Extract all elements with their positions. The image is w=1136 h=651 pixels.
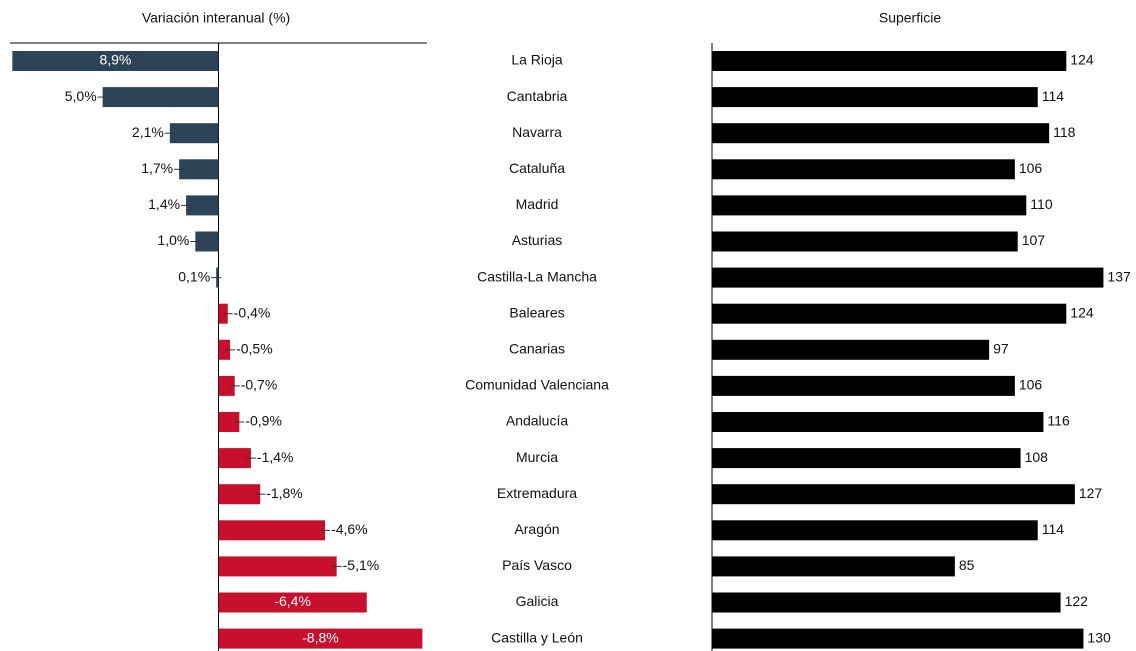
category-label: La Rioja (511, 52, 563, 68)
bar (12, 51, 219, 71)
bar (218, 448, 251, 469)
value-label: 1,7% (141, 160, 173, 176)
value-label: 124 (1070, 52, 1094, 68)
value-label: -0,9% (245, 413, 282, 429)
value-label: 5,0% (65, 88, 97, 104)
bar (712, 267, 1104, 288)
value-label: 116 (1047, 413, 1070, 429)
bar (712, 412, 1044, 432)
bar (169, 123, 219, 144)
category-label: Comunidad Valenciana (465, 377, 609, 393)
bar (712, 231, 1018, 252)
bar (712, 195, 1027, 216)
value-label: -4,6% (331, 521, 368, 537)
category-label: Asturias (512, 232, 563, 248)
bar (712, 123, 1050, 144)
value-label: 137 (1107, 268, 1131, 284)
category-label: Aragón (514, 521, 559, 537)
category-label: Murcia (516, 449, 558, 465)
value-label: -0,4% (234, 304, 271, 320)
category-label: Castilla-La Mancha (477, 268, 597, 284)
value-label: 114 (1042, 88, 1065, 104)
bar (102, 87, 219, 108)
category-label: Castilla y León (491, 629, 583, 645)
value-label: -1,4% (257, 449, 294, 465)
value-label: 110 (1030, 196, 1053, 212)
value-label: -1,8% (266, 485, 303, 501)
value-label: -5,1% (343, 557, 380, 573)
bar (186, 195, 219, 216)
category-label: Baleares (509, 304, 564, 320)
bar (218, 628, 423, 649)
bar (218, 339, 231, 360)
value-label: 0,1% (178, 268, 210, 284)
bar (195, 231, 219, 252)
bar (218, 556, 337, 577)
value-label: 107 (1022, 232, 1046, 248)
category-label: Navarra (512, 124, 562, 140)
category-label: Canarias (509, 341, 565, 357)
value-label: 97 (993, 341, 1009, 357)
value-label: 124 (1070, 304, 1094, 320)
value-label: 114 (1042, 521, 1065, 537)
bar (218, 520, 326, 541)
category-label: Andalucía (506, 413, 568, 429)
bar (712, 159, 1015, 180)
bar (218, 484, 261, 505)
value-label: -6,4% (274, 593, 311, 609)
value-label: 8,9% (99, 52, 131, 68)
bar (179, 159, 219, 180)
value-label: -0,5% (236, 341, 273, 357)
bar (712, 556, 955, 577)
category-label: Galicia (516, 593, 559, 609)
bar (712, 520, 1038, 541)
value-label: -8,8% (302, 629, 339, 645)
value-label: 85 (959, 557, 975, 573)
category-label: Extremadura (497, 485, 577, 501)
category-label: Madrid (516, 196, 559, 212)
bar (712, 87, 1038, 108)
category-label: Cataluña (509, 160, 565, 176)
value-label: 1,0% (157, 232, 189, 248)
chart-title: Superficie (879, 10, 941, 26)
value-label: 1,4% (148, 196, 180, 212)
bar (712, 484, 1075, 505)
chart-title: Variación interanual (%) (142, 10, 290, 26)
value-label: -0,7% (241, 377, 278, 393)
value-label: 122 (1065, 593, 1089, 609)
value-label: 2,1% (132, 124, 164, 140)
value-label: 106 (1019, 377, 1043, 393)
value-label: 118 (1053, 124, 1076, 140)
bar (218, 592, 367, 613)
bar (712, 628, 1084, 649)
bar (712, 448, 1021, 469)
bar (712, 339, 990, 360)
bar (712, 303, 1067, 324)
bar (712, 375, 1015, 396)
category-label: Cantabria (507, 88, 568, 104)
value-label: 106 (1019, 160, 1043, 176)
bar (712, 51, 1067, 71)
category-label: País Vasco (502, 557, 572, 573)
value-label: 127 (1079, 485, 1103, 501)
value-label: 130 (1087, 629, 1111, 645)
bar (218, 375, 235, 396)
value-label: 108 (1025, 449, 1049, 465)
bar (218, 412, 240, 432)
bar (712, 592, 1061, 613)
